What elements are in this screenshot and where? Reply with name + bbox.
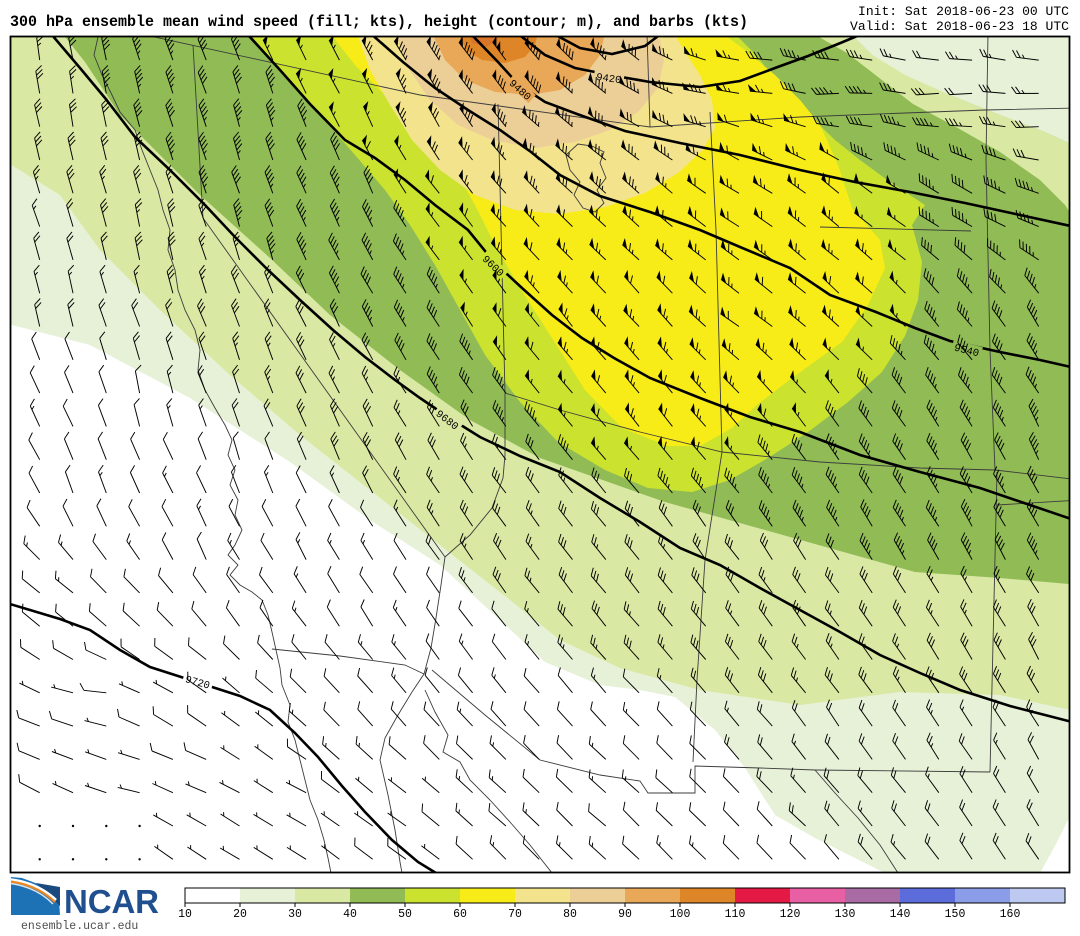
svg-text:80: 80 xyxy=(563,908,577,921)
svg-text:100: 100 xyxy=(670,908,691,921)
svg-text:70: 70 xyxy=(508,908,522,921)
svg-text:90: 90 xyxy=(618,908,632,921)
svg-text:110: 110 xyxy=(725,908,746,921)
svg-text:20: 20 xyxy=(233,908,247,921)
svg-text:40: 40 xyxy=(343,908,357,921)
svg-text:50: 50 xyxy=(398,908,412,921)
svg-text:150: 150 xyxy=(945,908,966,921)
svg-text:Valid: Sat 2018-06-23 18 UTC: Valid: Sat 2018-06-23 18 UTC xyxy=(850,19,1069,34)
svg-text:140: 140 xyxy=(890,908,911,921)
svg-text:130: 130 xyxy=(835,908,856,921)
svg-text:60: 60 xyxy=(453,908,467,921)
svg-text:300 hPa ensemble mean wind spe: 300 hPa ensemble mean wind speed (fill; … xyxy=(10,13,748,31)
svg-text:NCAR: NCAR xyxy=(64,883,159,920)
svg-text:120: 120 xyxy=(780,908,801,921)
svg-text:9540: 9540 xyxy=(953,343,980,361)
svg-text:ensemble.ucar.edu: ensemble.ucar.edu xyxy=(21,920,138,933)
svg-text:160: 160 xyxy=(1000,908,1021,921)
svg-text:10: 10 xyxy=(178,908,192,921)
svg-text:Init: Sat 2018-06-23 00 UTC: Init: Sat 2018-06-23 00 UTC xyxy=(858,4,1069,19)
svg-text:30: 30 xyxy=(288,908,302,921)
